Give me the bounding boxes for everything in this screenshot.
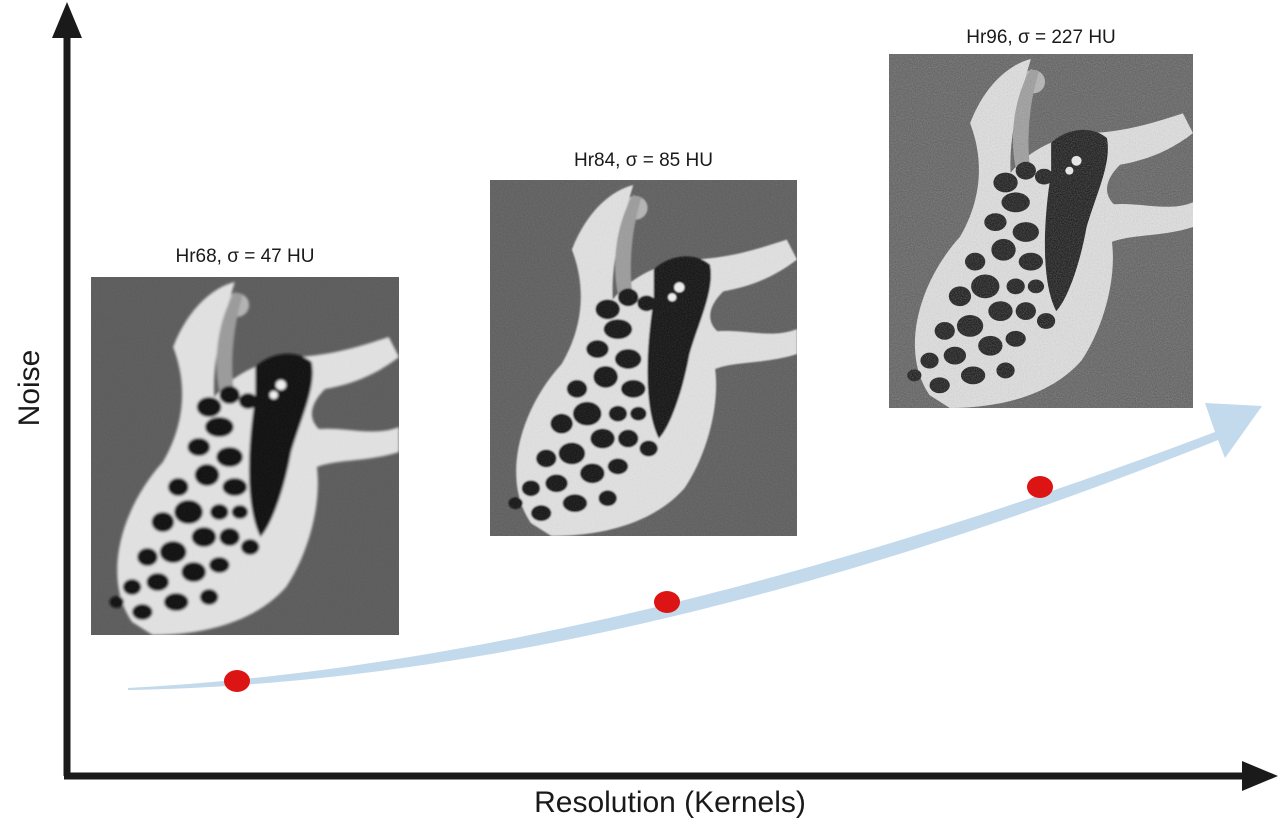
ct-panel-hr84: Hr84, σ = 85 HU (490, 150, 797, 536)
y-axis-label: Noise (13, 349, 46, 427)
y-axis (52, 2, 82, 776)
ct-image-hr96 (889, 54, 1193, 408)
x-axis-label: Resolution (Kernels) (534, 786, 806, 819)
ct-noise-overlay (889, 54, 1193, 408)
panel-caption: Hr68, σ = 47 HU (175, 246, 315, 267)
x-axis (64, 761, 1278, 791)
y-axis-arrowhead (52, 2, 82, 38)
panel-caption: Hr96, σ = 227 HU (966, 27, 1116, 48)
ct-slice (91, 277, 399, 635)
ct-slice (490, 180, 797, 536)
ct-image-hr84 (490, 180, 797, 536)
marker-hr96 (1027, 476, 1053, 498)
ct-panel-hr96: Hr96, σ = 227 HU (889, 27, 1193, 408)
marker-hr68 (224, 670, 250, 692)
panel-caption: Hr84, σ = 85 HU (574, 150, 713, 171)
ct-slice (889, 54, 1193, 408)
x-axis-arrowhead (1242, 761, 1278, 791)
ct-noise-overlay (91, 277, 399, 635)
ct-image-hr68 (91, 277, 399, 635)
ct-noise-overlay (490, 180, 797, 536)
ct-panel-hr68: Hr68, σ = 47 HU (91, 246, 399, 636)
marker-hr84 (654, 591, 680, 613)
